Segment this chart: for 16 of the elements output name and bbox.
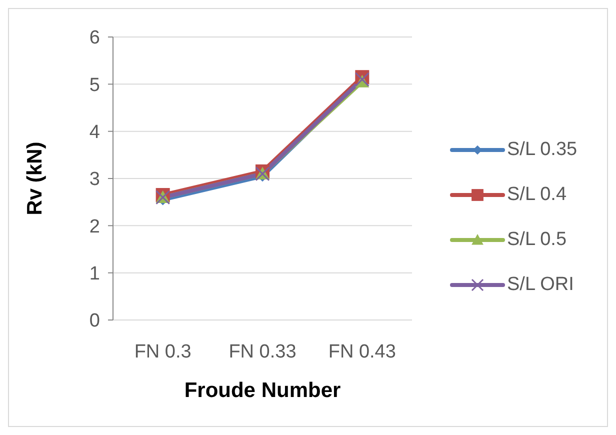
x-axis-title: Froude Number bbox=[184, 379, 341, 402]
y-tick-label: 3 bbox=[89, 169, 100, 190]
y-tick-label: 1 bbox=[89, 264, 100, 285]
legend-label: S/L 0.4 bbox=[507, 184, 567, 206]
x-tick-label: FN 0.43 bbox=[328, 341, 396, 362]
x-tick-label: FN 0.33 bbox=[228, 341, 296, 362]
y-tick-label: 0 bbox=[89, 310, 100, 332]
y-tick-label: 5 bbox=[89, 74, 100, 96]
y-axis-title: Rv (kN) bbox=[24, 142, 46, 216]
y-tick-label: 6 bbox=[89, 28, 100, 49]
legend-label: S/L 0.5 bbox=[507, 229, 567, 251]
legend-label: S/L 0.35 bbox=[507, 139, 578, 161]
y-tick-label: 2 bbox=[89, 216, 100, 238]
legend-label: S/L ORI bbox=[507, 274, 574, 296]
x-tick-label: FN 0.3 bbox=[134, 341, 192, 362]
y-tick-label: 4 bbox=[89, 122, 100, 144]
